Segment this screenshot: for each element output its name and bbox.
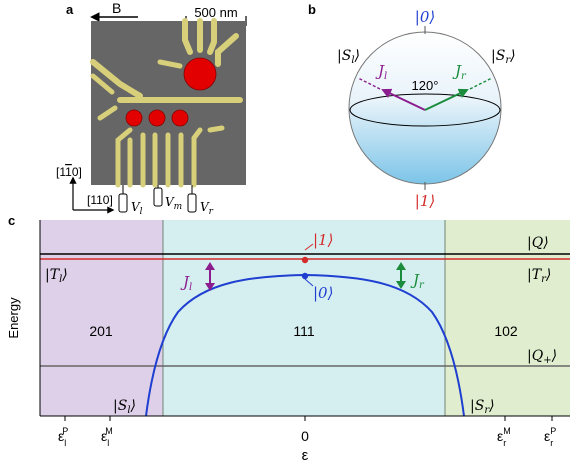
angle-label: 120° — [412, 78, 439, 93]
x-tick-zero: 0 — [301, 428, 309, 444]
region-label-102: 102 — [494, 323, 518, 339]
j-left-arrow — [205, 262, 215, 291]
state-q-label: |Q⟩ — [527, 235, 549, 251]
dot-left — [125, 109, 143, 127]
x-tick-rm: εrM — [497, 426, 511, 448]
region-right — [445, 220, 570, 416]
panel-b: b |0⟩ |1⟩ |Sl⟩ |Sr⟩ Jl Jr 120° — [308, 2, 516, 210]
equator — [349, 93, 501, 127]
gate-label-r: Vr — [200, 200, 214, 217]
j-right-label: Jr — [452, 62, 467, 82]
axis-2-label: [110] — [87, 193, 113, 207]
state-zero-label: |0⟩ — [415, 8, 435, 26]
j-right-vector — [424, 88, 469, 111]
state-sl-label: |Sl⟩ — [337, 48, 360, 66]
region-left — [40, 220, 163, 416]
panel-a: a B 500 nm — [56, 0, 247, 217]
x-axis-label: ε — [302, 447, 309, 464]
state-one-c-label: |1⟩ — [313, 231, 333, 249]
state-tr-label: |Tr⟩ — [527, 267, 551, 285]
field-label: B — [112, 0, 121, 16]
state-zero-c-label: |0⟩ — [313, 284, 333, 302]
region-label-201: 201 — [89, 323, 113, 339]
gate-label-l: Vl — [131, 200, 143, 217]
region-middle — [163, 220, 445, 416]
point-zero — [301, 272, 309, 280]
dot-middle — [148, 109, 166, 127]
state-qplus-label: |Q+⟩ — [527, 348, 557, 366]
state-one-label: |1⟩ — [415, 192, 435, 210]
gate-electrodes — [90, 18, 243, 188]
j-left-vector — [381, 88, 426, 111]
state-sr-label: |Sr⟩ — [491, 48, 516, 66]
panel-c-label: c — [8, 213, 15, 228]
bloch-sphere — [348, 31, 502, 185]
jl-c-label: Jl — [180, 273, 192, 293]
x-tick-rp: εrP — [544, 426, 556, 448]
point-one — [301, 256, 309, 264]
state-sr-c-label: |Sr⟩ — [470, 398, 495, 416]
panel-b-label: b — [308, 2, 316, 17]
x-tick-lp: εlP — [58, 426, 68, 448]
j-left-label: Jl — [375, 62, 387, 82]
x-tick-marks — [64, 416, 553, 421]
axis-1-label: [110] — [56, 165, 82, 179]
j-right-arrow — [396, 262, 406, 289]
state-tl-label: |Tl⟩ — [45, 267, 68, 285]
y-axis-label: Energy — [6, 297, 21, 339]
x-tick-lm: εlM — [101, 426, 113, 448]
panel-a-label: a — [66, 2, 74, 17]
sensor-dot — [183, 57, 217, 91]
region-label-111: 111 — [293, 323, 314, 339]
state-sl-c-label: |Sl⟩ — [113, 398, 136, 416]
scalebar-label: 500 nm — [194, 5, 237, 20]
gate-symbols — [118, 185, 197, 213]
jr-c-label: Jr — [410, 271, 425, 291]
dot-right — [171, 109, 189, 127]
gate-label-m: Vm — [165, 195, 182, 212]
panel-c: c Energy ε — [6, 213, 570, 464]
